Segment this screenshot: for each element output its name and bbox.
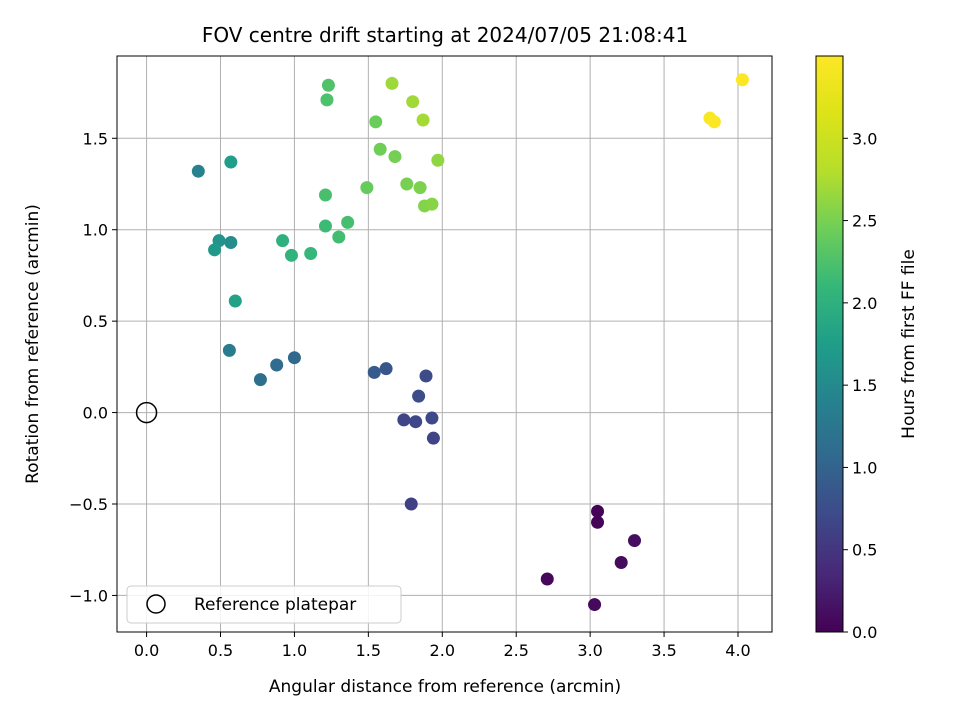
scatter-point — [627, 534, 641, 548]
scatter-point — [270, 358, 284, 372]
scatter-point — [425, 411, 439, 425]
legend-entry-reference-platepar: Reference platepar — [194, 595, 356, 615]
scatter-point — [425, 197, 439, 211]
x-axis-label: Angular distance from reference (arcmin) — [269, 677, 621, 697]
colorbar-ticks: 0.0 0.5 1.0 1.5 2.0 2.5 3.0 — [843, 129, 877, 642]
scatter-point — [591, 515, 605, 529]
colorbar: 0.0 0.5 1.0 1.5 2.0 2.5 3.0 Hours from first F… — [815, 55, 919, 642]
scatter-point — [228, 294, 242, 308]
x-tick-label: 2.5 — [503, 641, 528, 660]
colorbar-label: Hours from first FF file — [899, 249, 919, 439]
scatter-point — [388, 150, 402, 164]
scatter-point — [409, 415, 423, 429]
scatter-point — [413, 181, 427, 195]
x-tick-label: 2.0 — [430, 641, 455, 660]
scatter-point — [318, 188, 332, 202]
y-tick-label: 0.0 — [83, 404, 108, 423]
colorbar-tick-label: 1.5 — [852, 376, 877, 395]
scatter-point — [360, 181, 374, 195]
scatter-point — [369, 115, 383, 129]
scatter-point — [224, 155, 238, 169]
scatter-point — [208, 243, 222, 257]
y-tick-label: 0.5 — [83, 312, 108, 331]
reference-platepar-marker — [135, 401, 158, 424]
scatter-point — [320, 93, 334, 107]
scatter-points — [191, 73, 749, 612]
x-axis-ticks: 0.0 0.5 1.0 1.5 2.0 2.5 3.0 3.5 4.0 — [134, 632, 751, 660]
scatter-point — [404, 497, 418, 511]
scatter-point — [614, 556, 628, 570]
chart-title: FOV centre drift starting at 2024/07/05 … — [202, 23, 688, 47]
x-tick-label: 1.5 — [356, 641, 381, 660]
colorbar-gradient — [815, 55, 844, 633]
scatter-point — [416, 113, 430, 127]
legend-box — [126, 585, 402, 624]
scatter-point — [373, 142, 387, 156]
scatter-point — [400, 177, 414, 191]
scatter-point — [332, 230, 346, 244]
x-tick-label: 0.5 — [208, 641, 233, 660]
colorbar-tick-label: 1.0 — [852, 458, 877, 477]
y-tick-label: 1.5 — [83, 129, 108, 148]
scatter-point — [191, 164, 205, 178]
scatter-point — [379, 362, 393, 376]
colorbar-tick-label: 0.5 — [852, 541, 877, 560]
grid-lines — [117, 56, 772, 632]
scatter-point — [588, 598, 602, 612]
scatter-point — [287, 351, 301, 365]
legend-reference-marker — [146, 594, 166, 614]
scatter-point — [304, 246, 318, 260]
x-tick-label: 3.5 — [651, 641, 676, 660]
scatter-point — [321, 78, 335, 92]
scatter-point — [591, 504, 605, 518]
scatter-point — [222, 343, 236, 357]
scatter-point — [253, 373, 267, 387]
legend: Reference platepar — [126, 585, 402, 624]
scatter-point — [341, 215, 355, 229]
scatter-point — [397, 413, 411, 427]
colorbar-tick-label: 3.0 — [852, 129, 877, 148]
scatter-point — [735, 73, 749, 87]
scatter-point — [224, 236, 238, 250]
scatter-point — [284, 248, 298, 262]
scatter-point — [385, 76, 399, 90]
scatter-point — [419, 369, 433, 383]
scatter-point — [276, 234, 290, 248]
x-tick-label: 0.0 — [134, 641, 159, 660]
x-tick-label: 3.0 — [577, 641, 602, 660]
plot-area-frame — [116, 55, 773, 633]
y-axis-ticks: −1.0 −0.5 0.0 0.5 1.0 1.5 — [69, 129, 117, 605]
colorbar-tick-label: 2.0 — [852, 294, 877, 313]
y-axis-label: Rotation from reference (arcmin) — [23, 204, 43, 484]
scatter-point — [412, 389, 426, 403]
scatter-point — [318, 219, 332, 233]
y-tick-label: −1.0 — [69, 586, 108, 605]
scatter-point — [540, 572, 554, 586]
scatter-point — [426, 431, 440, 445]
scatter-point — [367, 365, 381, 379]
colorbar-tick-label: 0.0 — [852, 623, 877, 642]
y-tick-label: −0.5 — [69, 495, 108, 514]
scatter-point — [406, 95, 420, 109]
colorbar-tick-label: 2.5 — [852, 212, 877, 231]
y-tick-label: 1.0 — [83, 221, 108, 240]
scatter-point — [431, 153, 445, 167]
scatter-point — [707, 115, 721, 129]
reference-marker-layer — [135, 401, 158, 424]
x-tick-label: 4.0 — [725, 641, 750, 660]
x-tick-label: 1.0 — [282, 641, 307, 660]
